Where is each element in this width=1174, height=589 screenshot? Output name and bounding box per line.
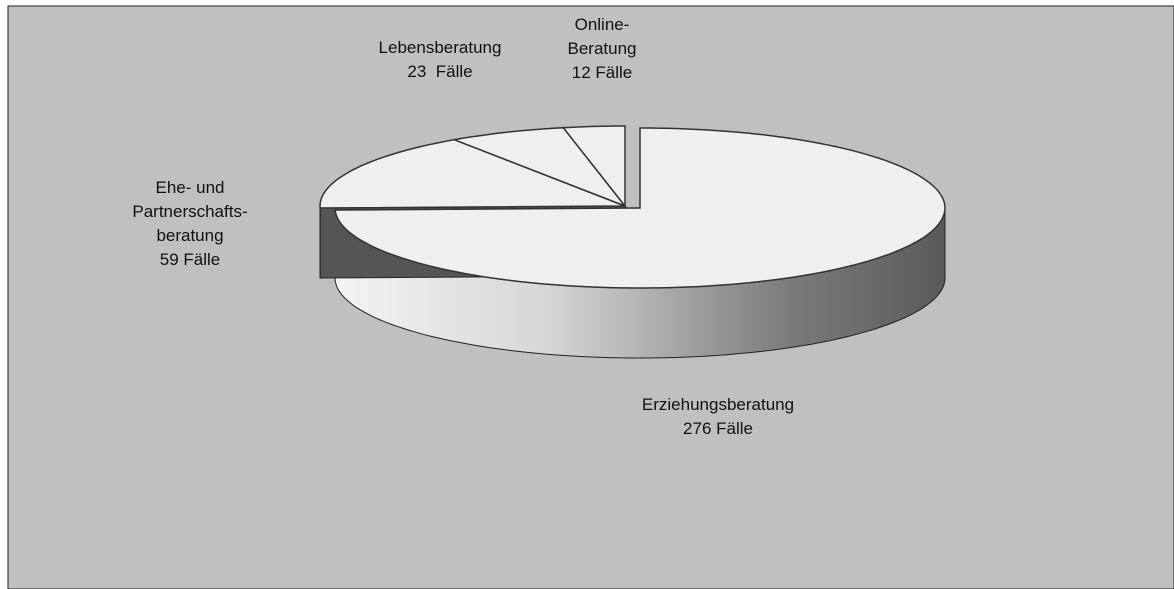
slice-label: Online-Beratung — [568, 15, 637, 58]
slice — [334, 127, 946, 289]
slice — [451, 126, 628, 208]
slice-label: Lebensberatung — [379, 38, 502, 57]
slice-label: Erziehungsberatung — [642, 395, 794, 414]
value-label: 23 Fälle — [407, 62, 472, 81]
value-label: 12 Fälle — [572, 63, 632, 82]
slice — [319, 138, 626, 209]
value-label: 59 Fälle — [160, 250, 220, 269]
value-label: 276 Fälle — [683, 419, 753, 438]
slice-label: Ehe- und Partnerschafts-beratung — [132, 178, 247, 245]
slice — [561, 125, 626, 209]
